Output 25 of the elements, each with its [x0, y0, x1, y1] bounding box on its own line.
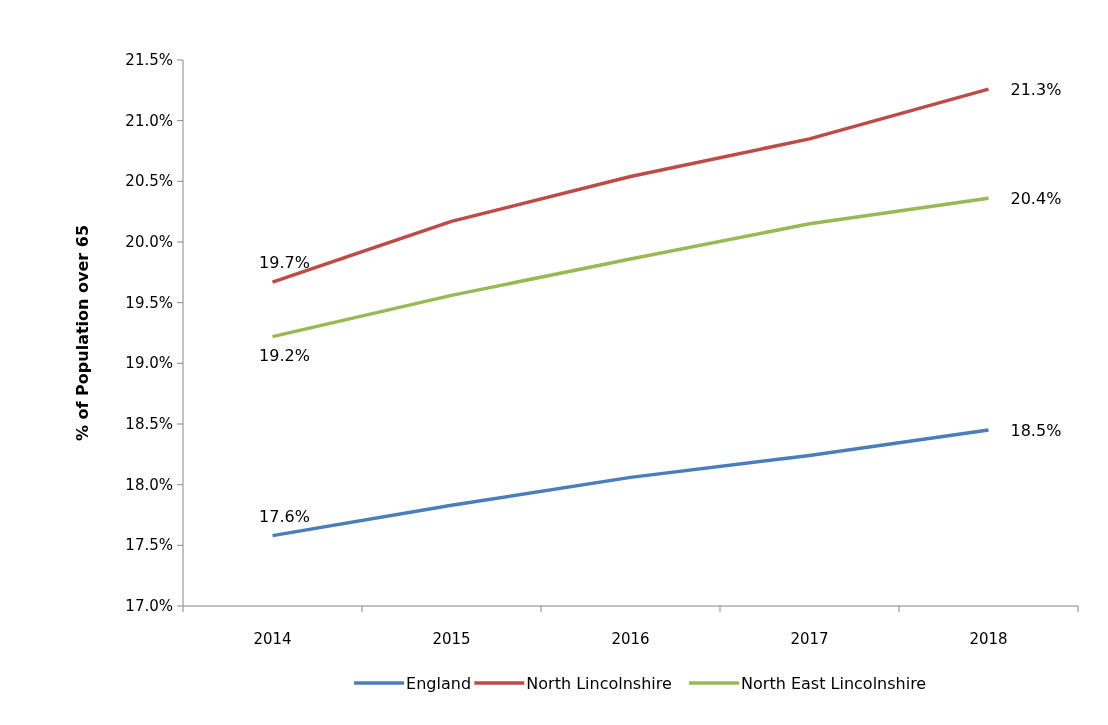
y-tick-label: 21.5%	[125, 51, 173, 69]
x-tick-label: 2016	[611, 630, 650, 648]
y-tick-label: 20.5%	[125, 172, 173, 191]
y-tick-label: 19.5%	[125, 293, 173, 312]
x-tick-label: 2017	[790, 630, 829, 648]
y-tick-label: 18.5%	[125, 415, 173, 433]
legend-label: North East Lincolnshire	[741, 674, 927, 693]
x-tick-label: 2014	[253, 630, 292, 648]
y-tick-label: 18.0%	[125, 475, 173, 494]
y-tick-label: 20.0%	[125, 233, 173, 251]
data-label: 19.7%	[259, 253, 310, 273]
data-label: 18.5%	[1010, 421, 1062, 441]
y-tick-label: 21.0%	[125, 111, 173, 130]
y-tick-label: 19.0%	[125, 354, 173, 373]
y-tick-label: 17.5%	[125, 536, 173, 555]
data-label: 20.4%	[1010, 189, 1062, 209]
y-tick-label: 17.0%	[125, 597, 173, 615]
data-label: 21.3%	[1010, 80, 1062, 100]
x-tick-label: 2015	[432, 630, 471, 648]
x-tick-label: 2018	[969, 630, 1008, 648]
data-label: 17.6%	[259, 506, 310, 526]
y-axis-title: % of Population over 65	[73, 224, 92, 442]
legend-label: North Lincolnshire	[526, 674, 672, 693]
data-label: 19.2%	[259, 345, 310, 365]
legend-label: England	[406, 674, 472, 693]
